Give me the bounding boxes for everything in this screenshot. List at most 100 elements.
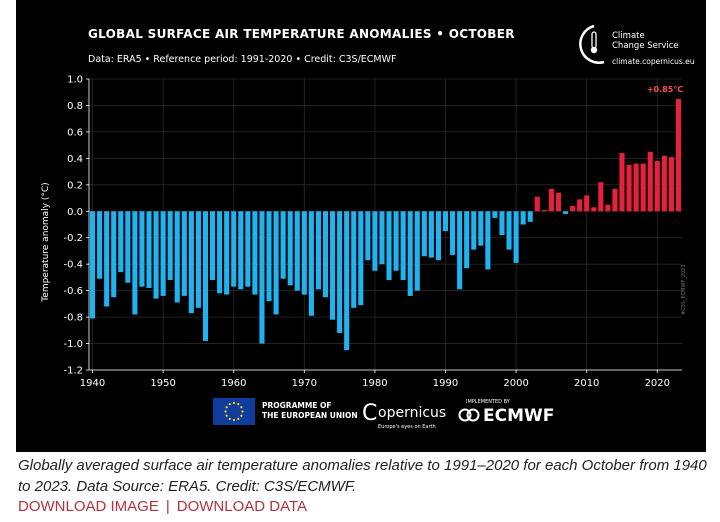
bar-1948 xyxy=(146,211,152,288)
eu-star-icon xyxy=(240,414,243,417)
bar-2014 xyxy=(612,188,618,212)
bar-1955 xyxy=(195,211,201,308)
bar-1952 xyxy=(174,211,180,303)
y-tick-label: 0.4 xyxy=(67,154,83,165)
y-tick-label: -1.2 xyxy=(63,366,83,377)
bar-1999 xyxy=(506,211,512,250)
bar-1957 xyxy=(210,211,216,281)
y-tick-label: -0.4 xyxy=(63,260,83,271)
chart-title: GLOBAL SURFACE AIR TEMPERATURE ANOMALIES… xyxy=(88,27,515,41)
bar-1988 xyxy=(428,211,434,258)
eu-star-icon xyxy=(232,401,236,405)
bar-2002 xyxy=(527,211,533,222)
bar-1950 xyxy=(160,211,166,296)
bar-1945 xyxy=(125,211,131,283)
eu-line2: THE EUROPEAN UNION xyxy=(262,411,358,420)
bar-1956 xyxy=(202,211,209,341)
x-tick-label: 2020 xyxy=(645,378,670,389)
bar-1941 xyxy=(97,211,103,279)
eu-star-icon xyxy=(228,417,231,420)
eu-logo: PROGRAMME OF THE EUROPEAN UNION xyxy=(213,398,358,425)
link-separator: | xyxy=(165,498,170,515)
bar-2010 xyxy=(584,195,590,212)
bar-1987 xyxy=(421,211,427,257)
watermark: #C3S_ECMWF_2023 xyxy=(681,264,687,315)
brand-url: climate.copernicus.eu xyxy=(612,57,695,66)
ecmwf-text: ECMWF xyxy=(483,406,554,426)
bar-2015 xyxy=(619,153,625,212)
bar-1962 xyxy=(245,211,251,287)
bar-1944 xyxy=(118,211,124,273)
bar-1972 xyxy=(315,211,321,290)
y-tick-label: 0.8 xyxy=(67,101,83,112)
climate-change-service-logo: Climate Change Service climate.copernicu… xyxy=(579,24,695,66)
bar-1981 xyxy=(379,211,385,265)
eu-star-icon xyxy=(224,410,227,413)
bar-1943 xyxy=(111,211,117,298)
bar-1977 xyxy=(351,211,357,308)
bar-1949 xyxy=(153,211,159,299)
bar-2016 xyxy=(626,164,632,212)
bar-1992 xyxy=(457,211,463,290)
bar-1974 xyxy=(330,211,336,320)
bar-1986 xyxy=(414,211,420,291)
y-tick-label: 0.0 xyxy=(67,207,83,218)
y-tick-label: -0.6 xyxy=(63,286,83,297)
logo-arc-icon xyxy=(579,24,605,64)
eu-star-icon xyxy=(240,406,243,409)
bar-1968 xyxy=(287,211,293,286)
bar-1953 xyxy=(181,211,187,296)
bar-1985 xyxy=(407,211,413,296)
y-tick-label: -0.8 xyxy=(63,313,83,324)
bar-1997 xyxy=(492,211,498,218)
download-image-link[interactable]: DOWNLOAD IMAGE xyxy=(18,498,159,515)
y-axis-label: Temperature anomaly (°C) xyxy=(41,182,51,302)
bar-1989 xyxy=(435,211,441,261)
tick-labels: 1.0 0.8 0.6 0.4 0.2 0.0 -0.2 -0.4 -0.6 -0.8 -1.0 -1… xyxy=(63,75,670,390)
thermometer-icon xyxy=(591,31,597,49)
bar-1969 xyxy=(294,211,300,291)
bar-1951 xyxy=(167,211,173,281)
x-tick-label: 1950 xyxy=(150,378,175,389)
eu-star-icon xyxy=(225,406,228,409)
bar-1975 xyxy=(337,211,343,333)
bar-2023 xyxy=(675,98,682,212)
bar-1980 xyxy=(372,211,378,271)
eu-star-icon xyxy=(228,403,231,406)
bar-2004 xyxy=(541,209,547,212)
bars xyxy=(89,98,682,351)
bar-1978 xyxy=(358,211,364,306)
bar-2011 xyxy=(591,207,597,212)
bar-2020 xyxy=(654,161,660,212)
copernicus-c: C xyxy=(362,401,377,426)
bar-1963 xyxy=(252,211,258,295)
bar-1947 xyxy=(139,211,145,287)
x-tick-label: 1970 xyxy=(292,378,317,389)
bar-1961 xyxy=(238,211,244,290)
eu-star-icon xyxy=(241,410,244,413)
bar-1946 xyxy=(132,211,138,315)
ecmwf-globe2-icon xyxy=(466,408,480,422)
bar-1959 xyxy=(224,211,230,295)
bar-1991 xyxy=(450,211,456,255)
bar-2017 xyxy=(633,163,639,212)
chart-subtitle: Data: ERA5 • Reference period: 1991-2020… xyxy=(88,54,396,65)
bar-1993 xyxy=(464,211,470,269)
ecmwf-logo: IMPLEMENTED BY ECMWF xyxy=(458,399,554,426)
thermometer-bulb-icon xyxy=(590,46,598,54)
bar-1966 xyxy=(273,211,279,315)
bar-1982 xyxy=(386,211,392,281)
y-tick-label: 1.0 xyxy=(67,75,83,86)
x-tick-label: 1990 xyxy=(433,378,458,389)
annotation-label: +0.85°C xyxy=(647,85,683,94)
eu-line1: PROGRAMME OF xyxy=(262,401,332,410)
figure-caption: Globally averaged surface air temperatur… xyxy=(18,457,707,495)
download-data-link[interactable]: DOWNLOAD DATA xyxy=(176,498,308,515)
bar-1960 xyxy=(231,211,237,287)
eu-star-icon xyxy=(237,403,240,406)
bar-2013 xyxy=(605,204,611,212)
eu-star-icon xyxy=(237,417,240,420)
bar-1973 xyxy=(322,211,329,298)
bar-1996 xyxy=(485,211,491,270)
x-tick-label: 1960 xyxy=(221,378,246,389)
